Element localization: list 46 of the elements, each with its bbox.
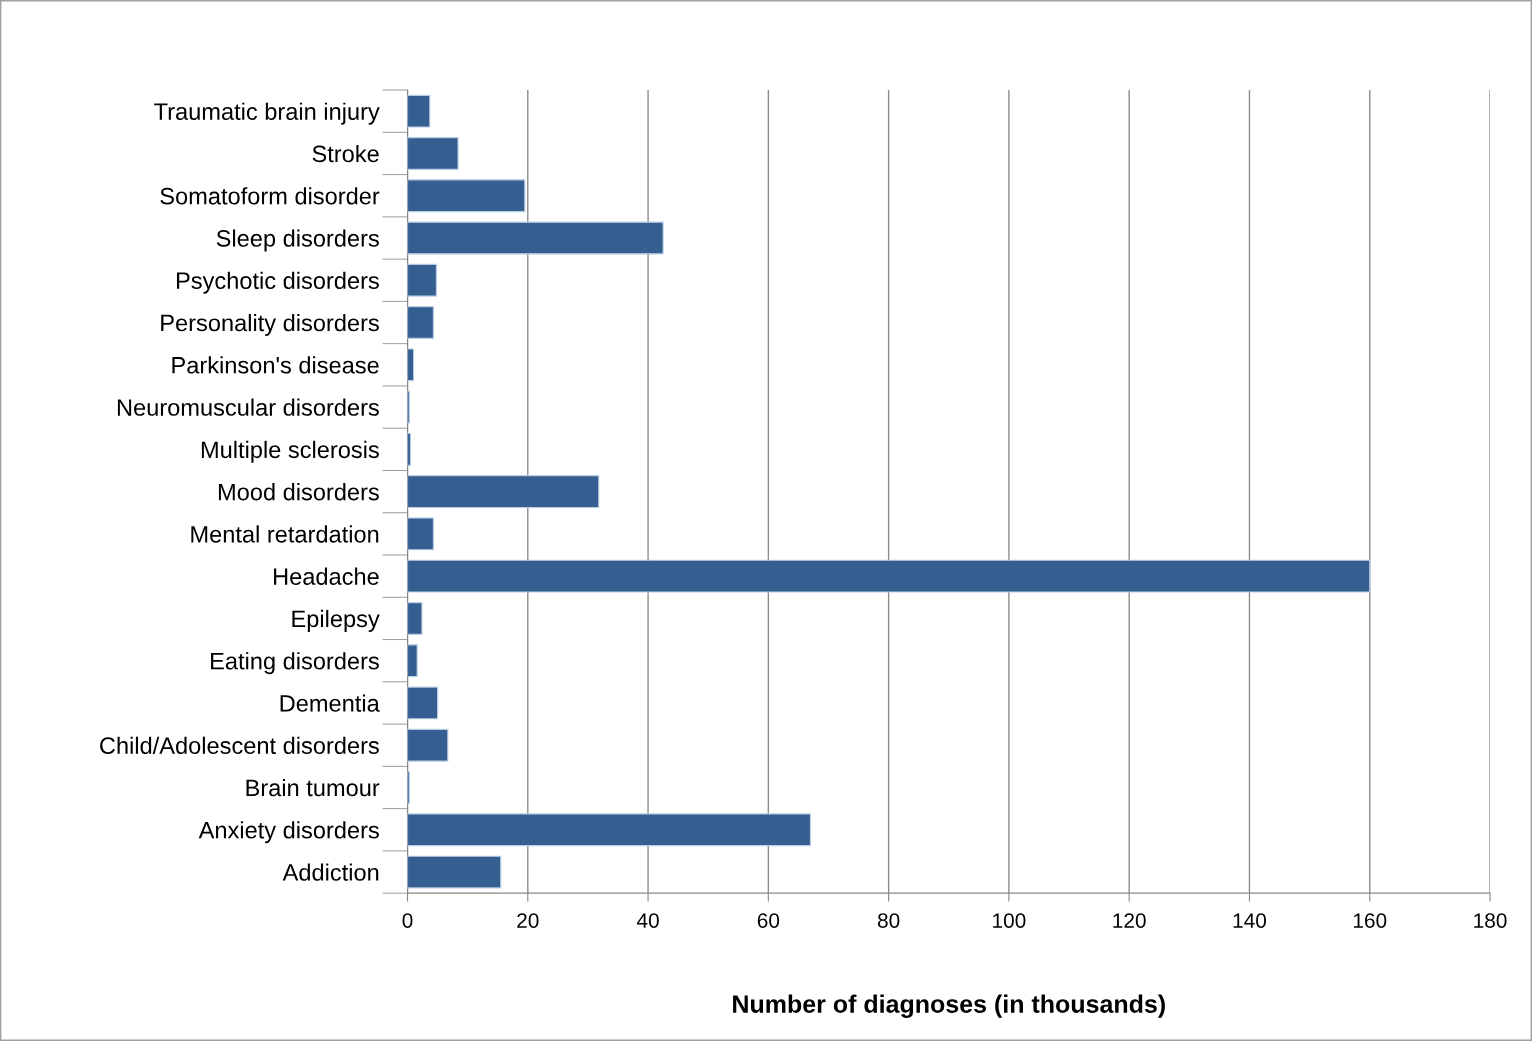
x-tick-label: 140: [1233, 913, 1267, 928]
y-tick-label: Mental retardation: [191, 525, 379, 543]
y-tick-label: Neuromuscular disorders: [117, 398, 379, 416]
y-tick-label: Multiple sclerosis: [201, 440, 379, 463]
x-tick-label: 80: [877, 913, 900, 928]
y-tick-label: Stroke: [312, 144, 379, 163]
x-tick-label: 60: [757, 913, 780, 928]
y-tick-label: Child/Adolescent disorders: [100, 736, 379, 755]
x-tick-label: 120: [1113, 913, 1146, 928]
bar: [407, 263, 437, 297]
bar: [407, 179, 526, 213]
bar: [407, 94, 431, 128]
x-axis-title: Number of diagnoses (in thousands): [733, 994, 1165, 1018]
bar: [407, 517, 434, 551]
y-tick-label: Personality disorders: [161, 313, 379, 336]
bar: [407, 221, 664, 255]
bar: [407, 855, 502, 889]
bar: [407, 644, 418, 678]
bar: [407, 306, 434, 339]
bar: [407, 728, 449, 762]
x-tick-label: 100: [993, 913, 1026, 928]
y-tick-label: Sleep disorders: [216, 229, 379, 252]
bar: [407, 686, 439, 720]
y-tick-label: Psychotic disorders: [176, 271, 379, 294]
x-tick-label: 40: [636, 913, 659, 928]
bar: [407, 348, 415, 382]
y-tick-label: Anxiety disorders: [198, 821, 379, 844]
bar: [407, 602, 423, 635]
bar: [407, 813, 812, 847]
y-tick-label: Addiction: [282, 863, 379, 881]
x-tick-label: 20: [517, 913, 539, 928]
y-tick-label: Headache: [274, 567, 379, 585]
y-tick-label: Brain tumour: [246, 778, 380, 797]
y-tick-label: Parkinson's disease: [172, 356, 379, 374]
y-tick-label: Mood disorders: [218, 483, 379, 501]
x-tick-label: 180: [1474, 913, 1507, 928]
y-tick-label: Epilepsy: [292, 609, 380, 632]
x-tick-label: 0: [402, 913, 413, 928]
y-tick-label: Somatoform disorder: [160, 187, 380, 205]
x-tick-label: 160: [1353, 913, 1387, 928]
y-tick-label: Dementia: [280, 694, 380, 712]
y-tick-label: Eating disorders: [211, 652, 379, 675]
bar: [407, 559, 1371, 593]
bar: [407, 475, 600, 509]
y-tick-label: Traumatic brain injury: [154, 102, 380, 125]
bar: [407, 137, 459, 170]
